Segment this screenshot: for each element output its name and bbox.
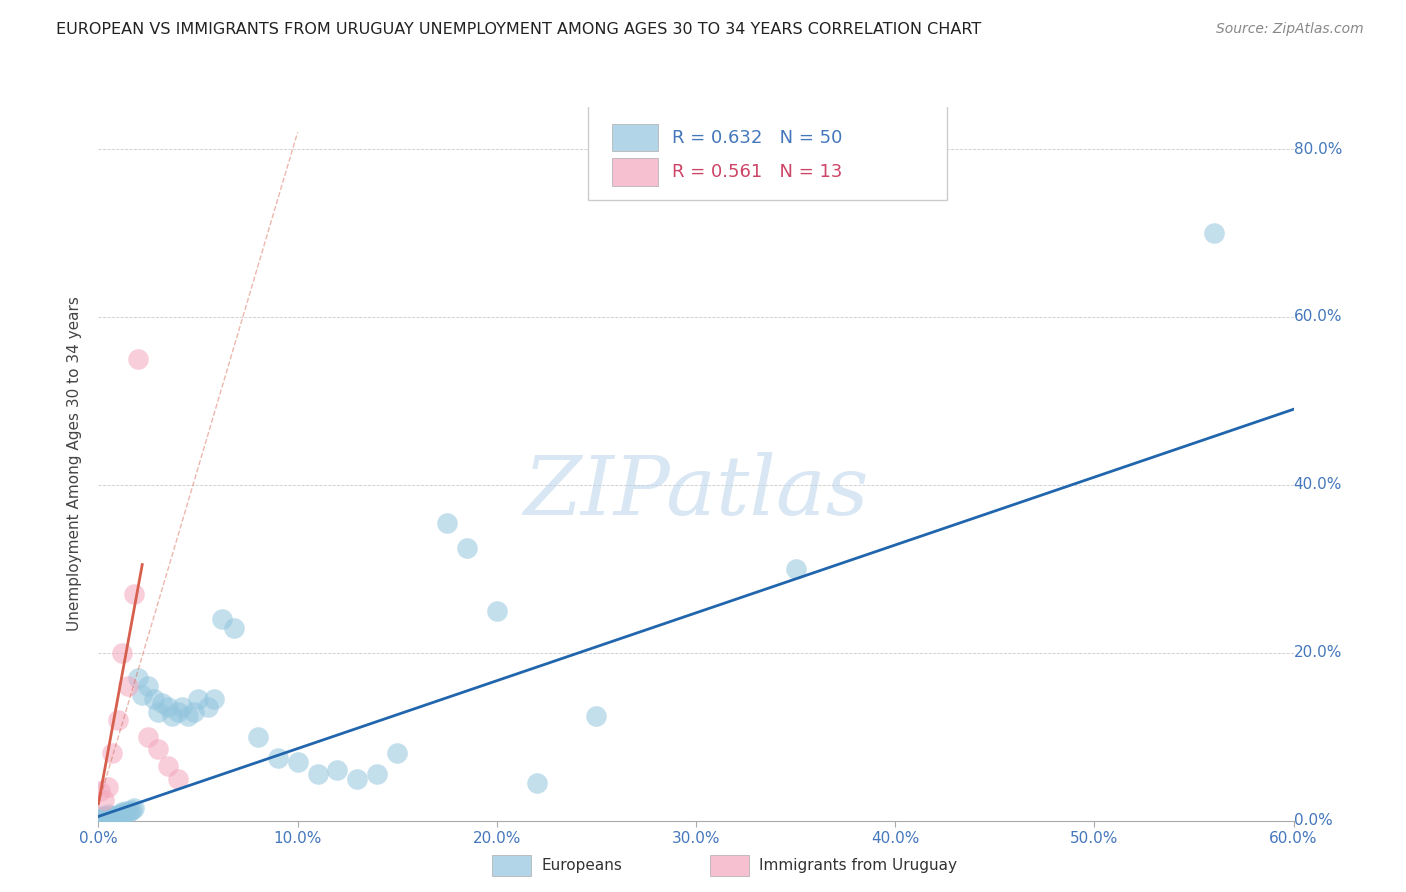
Point — [136, 679, 159, 693]
Text: 0.0%: 0.0% — [1294, 814, 1333, 828]
Point — [167, 772, 190, 786]
Point — [101, 747, 124, 761]
Point — [120, 804, 142, 818]
Point — [143, 692, 166, 706]
Text: R = 0.561   N = 13: R = 0.561 N = 13 — [672, 163, 842, 181]
Point — [127, 351, 149, 366]
Point — [267, 750, 290, 764]
Point — [107, 807, 129, 822]
Point — [127, 671, 149, 685]
Point — [103, 810, 125, 824]
Point — [1202, 226, 1225, 240]
Text: 60.0%: 60.0% — [1294, 310, 1341, 325]
Point — [111, 646, 134, 660]
Point — [526, 776, 548, 790]
FancyBboxPatch shape — [612, 124, 658, 152]
Point — [112, 806, 135, 821]
Point — [115, 805, 138, 819]
Point — [107, 713, 129, 727]
Point — [366, 767, 388, 781]
Point — [177, 708, 200, 723]
Point — [97, 780, 120, 794]
Point — [197, 700, 219, 714]
Point — [124, 587, 146, 601]
Point — [585, 708, 607, 723]
Point — [785, 562, 807, 576]
Point — [117, 679, 139, 693]
Point — [124, 801, 146, 815]
Point — [97, 806, 120, 821]
Point — [211, 612, 233, 626]
Point — [111, 805, 134, 820]
Point — [187, 692, 209, 706]
Point — [93, 792, 115, 806]
Point — [157, 759, 180, 773]
Point — [105, 808, 128, 822]
Point — [157, 700, 180, 714]
Point — [183, 705, 205, 719]
Point — [89, 809, 111, 823]
Point — [89, 784, 111, 798]
Point — [485, 604, 508, 618]
Point — [131, 688, 153, 702]
Text: 20.0%: 20.0% — [1294, 645, 1341, 660]
Point — [98, 811, 122, 825]
Point — [117, 805, 139, 820]
Text: 40.0%: 40.0% — [1294, 477, 1341, 492]
Text: Immigrants from Uruguay: Immigrants from Uruguay — [759, 858, 957, 872]
Text: 80.0%: 80.0% — [1294, 142, 1341, 156]
Point — [326, 764, 349, 778]
Point — [110, 806, 132, 821]
Point — [101, 809, 124, 823]
Point — [436, 516, 458, 530]
Point — [202, 692, 225, 706]
Point — [93, 810, 115, 824]
Point — [307, 767, 329, 781]
Point — [346, 772, 368, 786]
Point — [172, 700, 194, 714]
Text: Source: ZipAtlas.com: Source: ZipAtlas.com — [1216, 22, 1364, 37]
Point — [456, 541, 478, 555]
Point — [148, 742, 170, 756]
Text: R = 0.632   N = 50: R = 0.632 N = 50 — [672, 128, 842, 146]
Point — [222, 621, 245, 635]
Point — [246, 730, 269, 744]
Point — [91, 811, 114, 825]
Point — [287, 755, 309, 769]
Point — [96, 808, 118, 822]
Point — [167, 705, 190, 719]
Point — [148, 705, 170, 719]
Point — [160, 708, 183, 723]
Text: EUROPEAN VS IMMIGRANTS FROM URUGUAY UNEMPLOYMENT AMONG AGES 30 TO 34 YEARS CORRE: EUROPEAN VS IMMIGRANTS FROM URUGUAY UNEM… — [56, 22, 981, 37]
FancyBboxPatch shape — [588, 103, 946, 200]
Point — [121, 803, 143, 817]
Y-axis label: Unemployment Among Ages 30 to 34 years: Unemployment Among Ages 30 to 34 years — [67, 296, 83, 632]
Text: ZIPatlas: ZIPatlas — [523, 452, 869, 533]
Point — [150, 696, 173, 710]
FancyBboxPatch shape — [612, 159, 658, 186]
Point — [385, 747, 409, 761]
Point — [136, 730, 159, 744]
Text: Europeans: Europeans — [541, 858, 623, 872]
